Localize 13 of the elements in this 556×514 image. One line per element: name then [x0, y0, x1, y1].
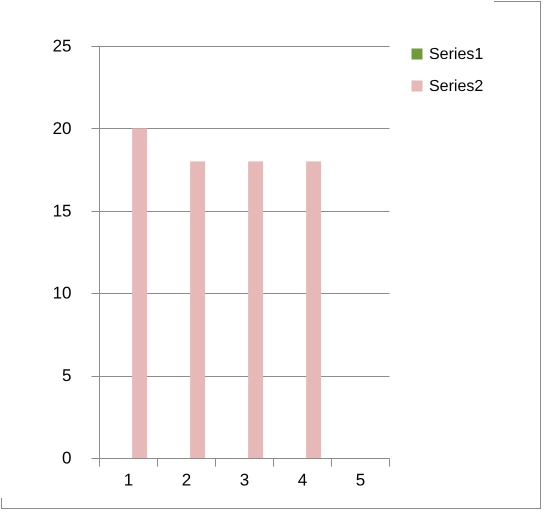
x-tick-label: 2: [182, 470, 192, 490]
x-tick-label: 3: [240, 470, 250, 490]
y-tick-label: 25: [52, 36, 72, 56]
y-tick-label: 0: [62, 448, 72, 468]
y-tick-label: 15: [52, 201, 72, 220]
x-tick-label: 5: [356, 470, 366, 490]
legend-label: Series1: [429, 46, 484, 63]
x-tick-label: 1: [124, 470, 134, 490]
legend-label: Series2: [429, 78, 484, 95]
y-tick-label: 20: [52, 118, 72, 138]
y-tick-label: 10: [52, 284, 72, 303]
x-tick-label: 4: [298, 470, 308, 490]
y-tick-label: 5: [62, 366, 72, 386]
